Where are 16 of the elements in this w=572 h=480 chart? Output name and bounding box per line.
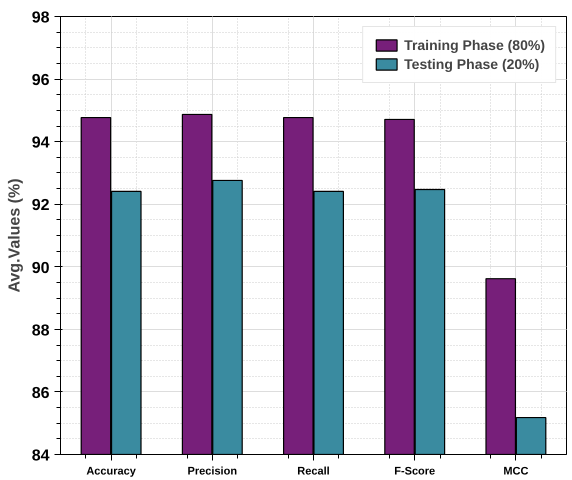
x-tick-label: Precision: [188, 466, 238, 478]
x-tick-label: F-Score: [394, 466, 436, 478]
y-tick-label: 92: [32, 197, 50, 214]
legend-label: Testing Phase (20%): [404, 56, 540, 72]
y-tick-label: 88: [32, 322, 50, 340]
x-tick-label: MCC: [503, 466, 528, 478]
y-tick-label: 96: [32, 72, 50, 90]
x-tick-label: Recall: [297, 466, 330, 478]
y-axis-title: Avg.Values (%): [6, 178, 24, 293]
y-tick-label: 90: [32, 260, 50, 277]
x-tick-label: Accuracy: [86, 466, 137, 478]
y-tick-label: 84: [32, 448, 50, 464]
y-tick-label: 86: [32, 384, 50, 402]
legend-label: Training Phase (80%): [404, 37, 545, 53]
y-tick-label: 98: [32, 10, 50, 26]
y-tick-label: 94: [32, 134, 50, 152]
